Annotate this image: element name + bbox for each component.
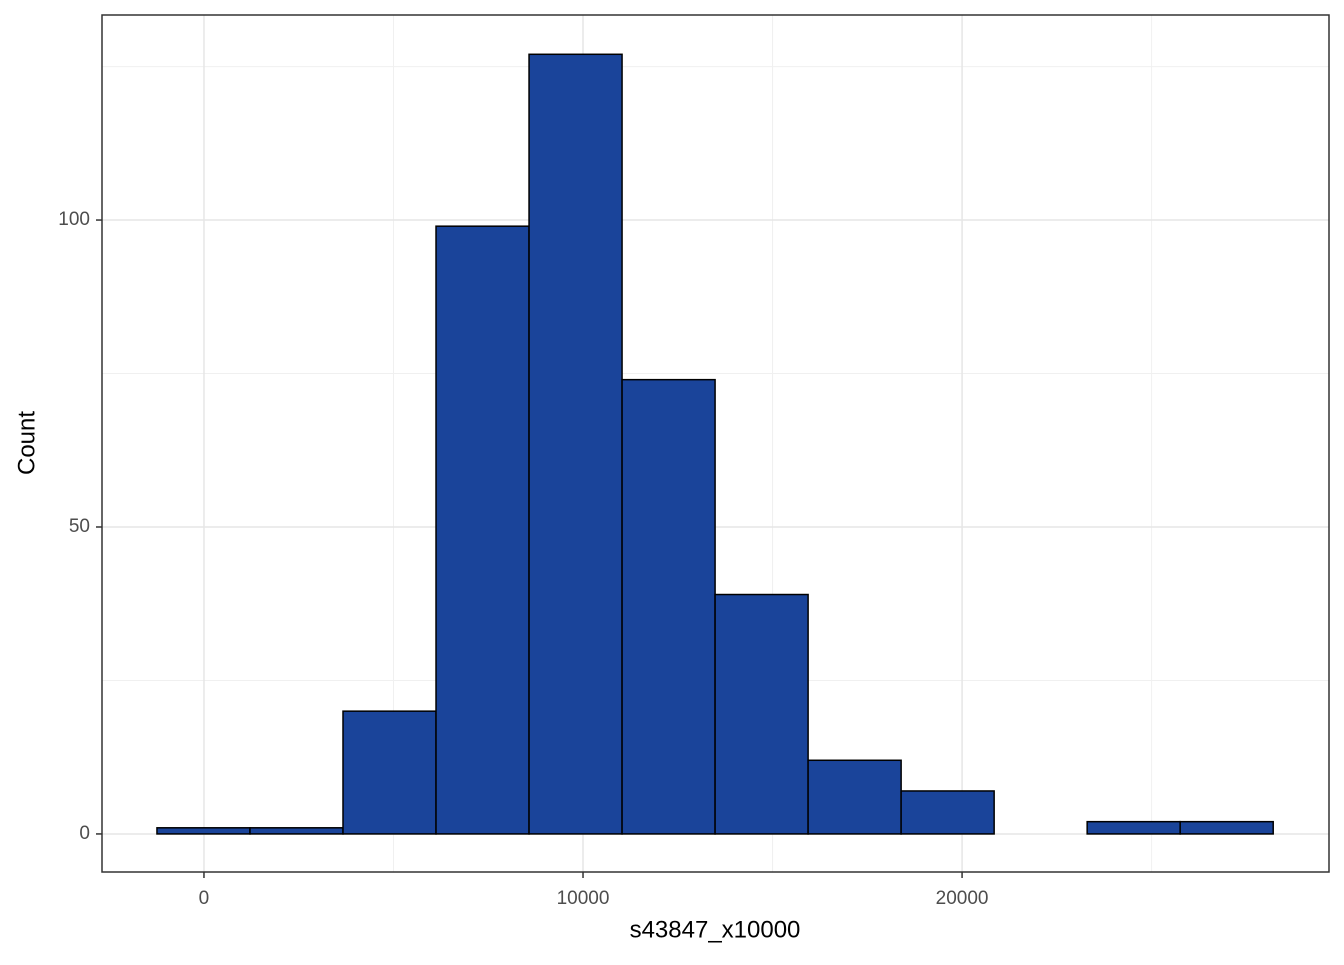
bar <box>1086 820 1181 835</box>
bar <box>1179 820 1274 835</box>
bar <box>249 827 344 835</box>
plot-border <box>101 14 1330 873</box>
y-tick-label: 0 <box>79 823 90 844</box>
y-tick-label: 100 <box>58 209 90 230</box>
bar <box>528 53 623 835</box>
bar <box>807 759 902 835</box>
bar <box>156 827 251 835</box>
x-axis-label: s43847_x10000 <box>630 916 801 943</box>
x-tick-label: 10000 <box>557 888 610 909</box>
y-tick-label: 50 <box>69 516 90 537</box>
bar <box>342 710 437 835</box>
y-axis-label: Count <box>13 411 40 475</box>
x-tick-label: 20000 <box>936 888 989 909</box>
bar <box>435 225 530 835</box>
bar <box>900 790 995 835</box>
bar <box>714 593 809 835</box>
bar <box>621 378 716 835</box>
x-tick-label: 0 <box>199 888 210 909</box>
